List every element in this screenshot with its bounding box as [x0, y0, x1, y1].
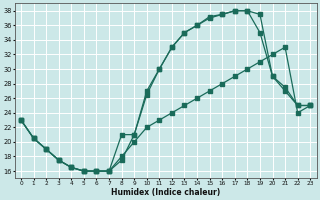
- X-axis label: Humidex (Indice chaleur): Humidex (Indice chaleur): [111, 188, 220, 197]
